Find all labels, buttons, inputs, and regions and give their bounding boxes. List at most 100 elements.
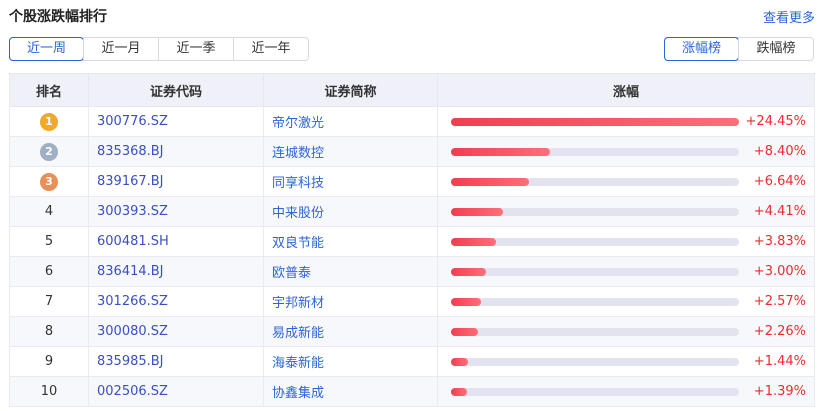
change-value: +1.44% bbox=[753, 354, 806, 369]
change-bar-track bbox=[451, 267, 739, 276]
table-row[interactable]: 3 839167.BJ 同享科技 +6.64% bbox=[9, 166, 815, 197]
tab-quarter[interactable]: 近一季 bbox=[158, 38, 233, 60]
change-bar-fill bbox=[451, 177, 530, 186]
change-cell: +3.83% bbox=[437, 226, 815, 257]
change-bar-track bbox=[451, 327, 739, 336]
change-bar-fill bbox=[451, 267, 487, 276]
code-cell[interactable]: 301266.SZ bbox=[88, 286, 264, 317]
change-cell: +6.64% bbox=[437, 166, 815, 197]
rank-number: 8 bbox=[44, 324, 54, 339]
name-cell[interactable]: 双良节能 bbox=[263, 226, 438, 257]
code-cell[interactable]: 300080.SZ bbox=[88, 316, 264, 347]
change-bar-track bbox=[451, 297, 739, 306]
name-cell[interactable]: 海泰新能 bbox=[263, 346, 438, 377]
change-bar-track bbox=[451, 177, 739, 186]
rank-number: 4 bbox=[44, 204, 54, 219]
table-row[interactable]: 6 836414.BJ 欧普泰 +3.00% bbox=[9, 256, 815, 287]
tab-losers[interactable]: 跌幅榜 bbox=[738, 38, 813, 60]
code-cell[interactable]: 839167.BJ bbox=[88, 166, 264, 197]
change-value: +24.45% bbox=[745, 114, 806, 129]
change-bar-fill bbox=[451, 327, 478, 336]
medal-icon: 1 bbox=[40, 112, 58, 131]
change-bar-track bbox=[451, 237, 739, 246]
rank-number: 5 bbox=[44, 234, 54, 249]
change-value: +6.64% bbox=[753, 174, 806, 189]
change-cell: +3.00% bbox=[437, 256, 815, 287]
change-bar-fill bbox=[451, 237, 497, 246]
code-cell[interactable]: 300393.SZ bbox=[88, 196, 264, 227]
rank-cell: 3 bbox=[9, 166, 89, 197]
table-row[interactable]: 1 300776.SZ 帝尔激光 +24.45% bbox=[9, 106, 815, 137]
change-bar-fill bbox=[451, 117, 739, 126]
medal-icon: 3 bbox=[40, 172, 58, 191]
change-cell: +8.40% bbox=[437, 136, 815, 167]
header-code: 证券代码 bbox=[88, 73, 264, 107]
change-value: +4.41% bbox=[753, 204, 806, 219]
tab-gainers[interactable]: 涨幅榜 bbox=[664, 37, 739, 61]
rank-cell: 4 bbox=[9, 196, 89, 227]
change-cell: +2.26% bbox=[437, 316, 815, 347]
name-cell[interactable]: 欧普泰 bbox=[263, 256, 438, 287]
rank-cell: 2 bbox=[9, 136, 89, 167]
table-row[interactable]: 8 300080.SZ 易成新能 +2.26% bbox=[9, 316, 815, 347]
section-title: 个股涨跌幅排行 bbox=[9, 9, 107, 25]
table-row[interactable]: 7 301266.SZ 宇邦新材 +2.57% bbox=[9, 286, 815, 317]
table-row[interactable]: 5 600481.SH 双良节能 +3.83% bbox=[9, 226, 815, 257]
table-row[interactable]: 4 300393.SZ 中来股份 +4.41% bbox=[9, 196, 815, 227]
header-rank: 排名 bbox=[9, 73, 89, 107]
tab-month[interactable]: 近一月 bbox=[83, 38, 158, 60]
name-cell[interactable]: 易成新能 bbox=[263, 316, 438, 347]
tab-week[interactable]: 近一周 bbox=[9, 37, 84, 61]
change-bar-track bbox=[451, 387, 739, 396]
change-value: +1.39% bbox=[753, 384, 806, 399]
rank-number: 10 bbox=[40, 384, 58, 399]
change-value: +8.40% bbox=[753, 144, 806, 159]
table-row[interactable]: 10 002506.SZ 协鑫集成 +1.39% bbox=[9, 376, 815, 407]
header-name: 证券简称 bbox=[263, 73, 438, 107]
change-bar-track bbox=[451, 207, 739, 216]
table-row[interactable]: 2 835368.BJ 连城数控 +8.40% bbox=[9, 136, 815, 167]
name-cell[interactable]: 连城数控 bbox=[263, 136, 438, 167]
view-more-link[interactable]: 查看更多 bbox=[762, 11, 815, 26]
rank-cell: 5 bbox=[9, 226, 89, 257]
change-value: +2.26% bbox=[753, 324, 806, 339]
name-cell[interactable]: 协鑫集成 bbox=[263, 376, 438, 407]
change-cell: +24.45% bbox=[437, 106, 815, 137]
change-cell: +1.39% bbox=[437, 376, 815, 407]
change-cell: +2.57% bbox=[437, 286, 815, 317]
change-cell: +4.41% bbox=[437, 196, 815, 227]
change-value: +3.83% bbox=[753, 234, 806, 249]
table-row[interactable]: 9 835985.BJ 海泰新能 +1.44% bbox=[9, 346, 815, 377]
code-cell[interactable]: 835368.BJ bbox=[88, 136, 264, 167]
change-bar-fill bbox=[451, 357, 468, 366]
change-bar-track bbox=[451, 117, 739, 126]
ranking-table: 排名 证券代码 证券简称 涨幅 1 300776.SZ 帝尔激光 +24.45%… bbox=[9, 73, 815, 407]
table-header: 排名 证券代码 证券简称 涨幅 bbox=[9, 73, 815, 107]
code-cell[interactable]: 835985.BJ bbox=[88, 346, 264, 377]
rank-number: 9 bbox=[44, 354, 54, 369]
medal-icon: 2 bbox=[40, 142, 58, 161]
tab-year[interactable]: 近一年 bbox=[233, 38, 308, 60]
change-bar-track bbox=[451, 147, 739, 156]
rank-cell: 7 bbox=[9, 286, 89, 317]
code-cell[interactable]: 002506.SZ bbox=[88, 376, 264, 407]
code-cell[interactable]: 300776.SZ bbox=[88, 106, 264, 137]
code-cell[interactable]: 600481.SH bbox=[88, 226, 264, 257]
change-value: +3.00% bbox=[753, 264, 806, 279]
change-bar-fill bbox=[451, 207, 503, 216]
rank-tabs: 涨幅榜 跌幅榜 bbox=[664, 37, 814, 61]
code-cell[interactable]: 836414.BJ bbox=[88, 256, 264, 287]
name-cell[interactable]: 同享科技 bbox=[263, 166, 438, 197]
rank-number: 7 bbox=[44, 294, 54, 309]
rank-number: 6 bbox=[44, 264, 54, 279]
name-cell[interactable]: 中来股份 bbox=[263, 196, 438, 227]
change-bar-fill bbox=[451, 387, 468, 396]
change-bar-track bbox=[451, 357, 739, 366]
change-value: +2.57% bbox=[753, 294, 806, 309]
header-change: 涨幅 bbox=[437, 73, 815, 107]
rank-cell: 6 bbox=[9, 256, 89, 287]
name-cell[interactable]: 宇邦新材 bbox=[263, 286, 438, 317]
name-cell[interactable]: 帝尔激光 bbox=[263, 106, 438, 137]
rank-cell: 8 bbox=[9, 316, 89, 347]
change-cell: +1.44% bbox=[437, 346, 815, 377]
